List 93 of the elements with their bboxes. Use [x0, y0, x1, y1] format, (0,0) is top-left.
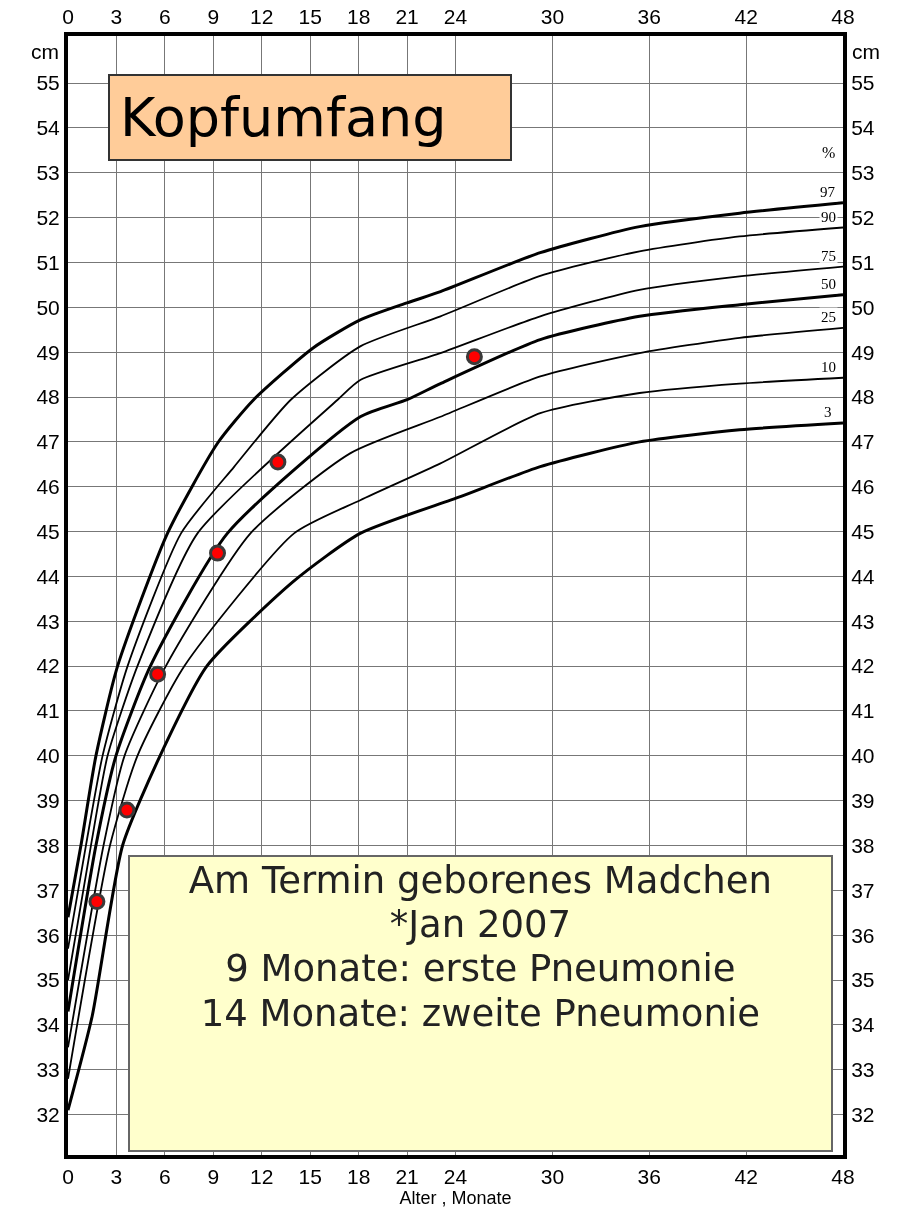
- x-tick-label: 36: [637, 4, 661, 28]
- text: Kopfumfang: [120, 86, 447, 149]
- y-tick-label: 43: [36, 609, 60, 633]
- y2-tick-label: 45: [851, 519, 875, 543]
- point: [118, 801, 136, 819]
- y-tick-label: 38: [36, 833, 60, 857]
- x-tick-label: 9: [207, 4, 220, 28]
- y2-tick-label: 38: [851, 833, 875, 857]
- x-tick-label: 48: [831, 4, 855, 28]
- x-tick-label: 0: [62, 4, 74, 28]
- y2-tick-label: 55: [851, 71, 875, 95]
- y-tick-label: 40: [36, 744, 60, 768]
- y2-tick-label: 35: [851, 968, 875, 992]
- x-tick-label: 21: [395, 4, 419, 28]
- y-axis-title: cm: [31, 40, 59, 63]
- x2-tick-label: 30: [540, 1165, 565, 1189]
- y-tick-label: 41: [36, 699, 60, 723]
- point: [465, 348, 483, 366]
- x2-tick-label: 12: [250, 1165, 274, 1189]
- y-tick-label: 34: [36, 1013, 61, 1037]
- y-tick-label: 54: [36, 116, 61, 140]
- y2-tick-label: 37: [851, 878, 875, 902]
- x-tick-label: 18: [346, 4, 371, 28]
- series-label: 3: [824, 404, 832, 420]
- y-tick-label: 55: [36, 71, 60, 95]
- y2-tick-label: 43: [851, 609, 875, 633]
- y-tick-label: 35: [36, 968, 60, 992]
- x2-tick-label: 6: [159, 1165, 171, 1189]
- y2-tick-label: 41: [851, 699, 875, 723]
- y2-tick-label: 47: [851, 430, 875, 454]
- x-tick-label: 42: [734, 4, 758, 28]
- y-tick-label: 52: [36, 205, 60, 229]
- x2-tick-label: 21: [395, 1165, 419, 1189]
- note-box: Am Termin geborenes Madchen *Jan 2007 9 Monate: erste Pneumonie 14 Monate: zweite Pneumonie: [127, 854, 833, 1152]
- point: [88, 893, 106, 911]
- x2-tick-label: 42: [734, 1165, 758, 1189]
- y-tick-label: 49: [36, 340, 60, 364]
- x-tick-label: 12: [250, 4, 274, 28]
- x2-tick-label: 36: [637, 1165, 661, 1189]
- y2-tick-label: 54: [851, 116, 875, 140]
- y-tick-label: 33: [36, 1058, 60, 1082]
- point: [269, 453, 287, 471]
- x-axis-title: Alter , Monate: [399, 1188, 512, 1209]
- y2-tick-label: 33: [851, 1058, 875, 1082]
- series-label: 25: [821, 309, 836, 325]
- y-tick-label: 44: [36, 564, 61, 588]
- y-tick-label: 48: [36, 385, 60, 409]
- y-tick-label: 53: [36, 161, 60, 185]
- y-tick-label: 39: [36, 789, 60, 813]
- y2-tick-label: 42: [851, 654, 875, 678]
- y2-tick-label: 53: [851, 161, 875, 185]
- point: [149, 665, 167, 683]
- x-tick-label: 6: [159, 4, 171, 28]
- y2-tick-label: 44: [851, 564, 875, 588]
- x2-tick-label: 9: [207, 1165, 220, 1189]
- series-label: 10: [821, 359, 836, 375]
- y2-tick-label: 52: [851, 205, 875, 229]
- y2-tick-label: 50: [851, 295, 875, 319]
- series-label: 97: [820, 184, 836, 200]
- x2-tick-label: 3: [110, 1165, 123, 1189]
- y2-tick-label: 36: [851, 923, 875, 947]
- x-tick-label: 15: [298, 4, 322, 28]
- x2-tick-label: 15: [298, 1165, 322, 1189]
- y-tick-label: 50: [36, 295, 60, 319]
- series-label: 50: [821, 276, 836, 292]
- x-tick-label: 24: [443, 4, 468, 28]
- y2-tick-label: 48: [851, 385, 875, 409]
- point: [209, 544, 227, 562]
- series-label: 75: [821, 248, 836, 264]
- x2-tick-label: 48: [831, 1165, 855, 1189]
- x2-tick-label: 18: [346, 1165, 371, 1189]
- x2-tick-label: 24: [443, 1165, 468, 1189]
- y2-tick-label: 34: [851, 1013, 875, 1037]
- y-tick-label: 45: [36, 519, 60, 543]
- y2-tick-label: 51: [851, 250, 875, 274]
- y2-tick-label: 40: [851, 744, 875, 768]
- x2-tick-label: 0: [62, 1165, 74, 1189]
- y-tick-label: 51: [36, 250, 60, 274]
- y-tick-label: 37: [36, 878, 60, 902]
- y-tick-label: 46: [36, 475, 60, 499]
- y2-tick-label: 46: [851, 475, 875, 499]
- annotation: %: [822, 144, 836, 161]
- y-tick-label: 36: [36, 923, 60, 947]
- y-tick-label: 32: [36, 1102, 60, 1126]
- x-tick-label: 3: [110, 4, 123, 28]
- series-label: 90: [821, 209, 836, 225]
- y2-axis-title: cm: [852, 40, 880, 63]
- y-tick-label: 47: [36, 430, 60, 454]
- y2-tick-label: 49: [851, 340, 875, 364]
- y2-tick-label: 39: [851, 789, 875, 813]
- x-tick-label: 30: [540, 4, 565, 28]
- y-tick-label: 42: [36, 654, 60, 678]
- y2-tick-label: 32: [851, 1102, 875, 1126]
